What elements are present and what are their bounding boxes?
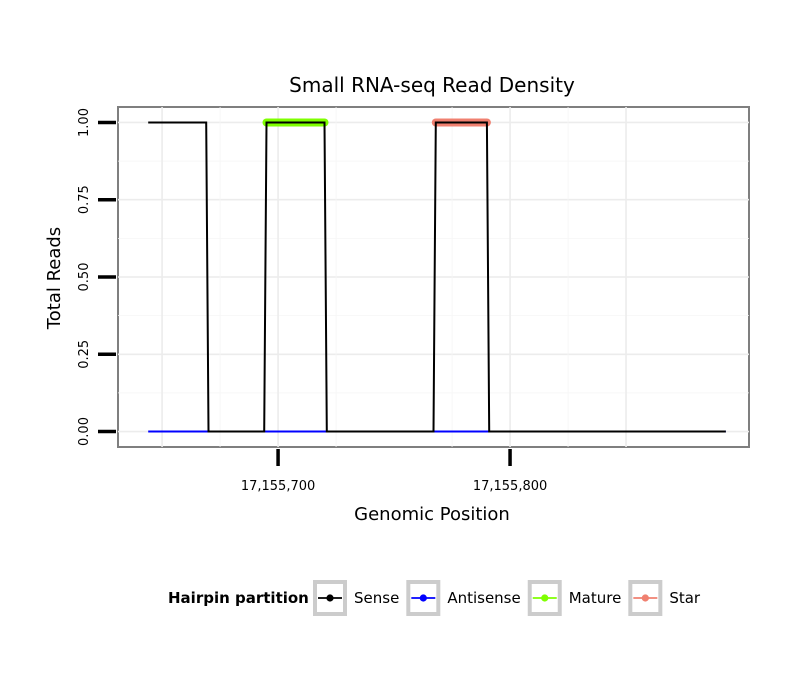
legend-key-marker [326,594,334,602]
legend: Hairpin partition Sense Antisense Mature St… [168,580,701,616]
legend-key-marker [541,594,549,602]
legend-label-mature: Mature [569,589,622,607]
y-tick-label: 0.00 [77,417,92,446]
legend-title: Hairpin partition [168,589,309,607]
y-tick-label: 0.25 [77,340,92,369]
legend-key-marker [641,594,649,602]
legend-label-sense: Sense [354,589,399,607]
legend-key-marker [419,594,427,602]
chart-title: Small RNA-seq Read Density [289,73,575,97]
legend-label-antisense: Antisense [447,589,520,607]
legend-label-star: Star [669,589,701,607]
y-axis-label: Total Reads [44,227,65,330]
x-axis-label: Genomic Position [354,504,510,525]
y-tick-label: 0.75 [77,185,92,214]
y-tick-label: 0.50 [77,263,92,292]
x-tick-label: 17,155,800 [473,479,547,494]
series-layer [148,118,726,433]
y-axis: 0.00 0.25 0.50 0.75 1.00 [77,108,116,446]
series-line-sense [148,121,726,433]
x-axis: 17,155,700 17,155,800 [241,449,547,494]
x-tick-label: 17,155,700 [241,479,315,494]
y-tick-label: 1.00 [77,108,92,137]
